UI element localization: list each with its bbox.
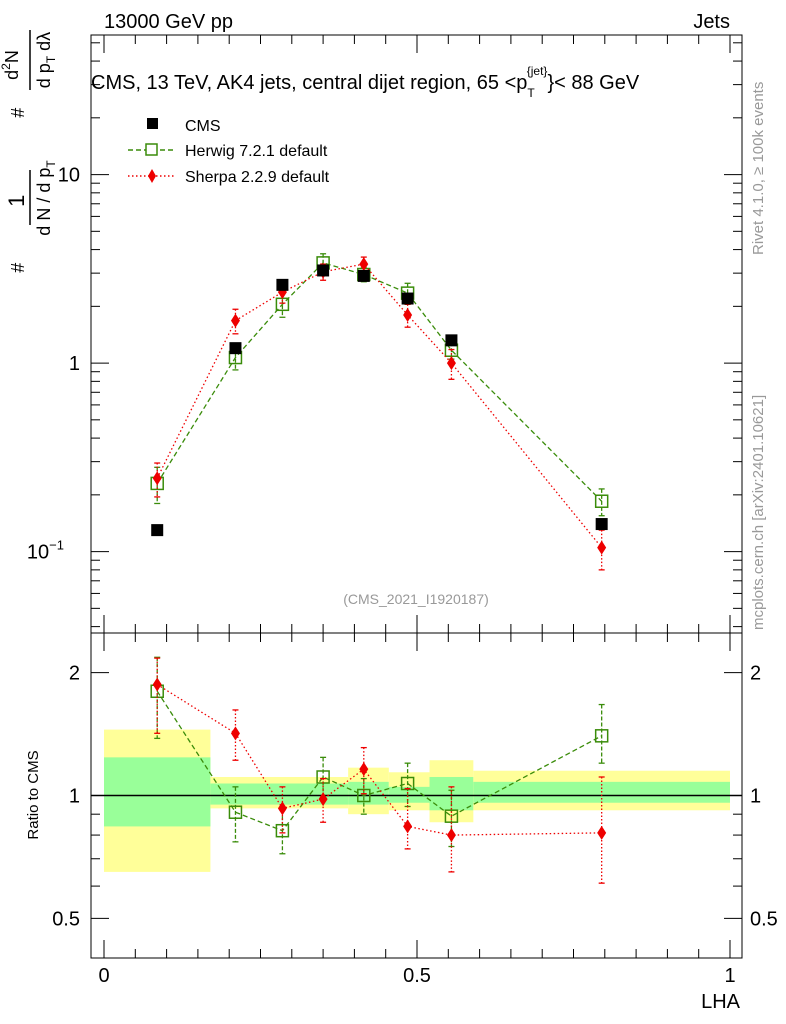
analysis-watermark: (CMS_2021_I1920187): [343, 591, 489, 607]
chart-title: CMS, 13 TeV, AK4 jets, central dijet reg…: [91, 64, 640, 100]
band-inner: [210, 783, 349, 805]
ratio-ytick-label-right: 2: [750, 663, 761, 685]
ratio-ytick-label: 1: [69, 786, 80, 808]
main-ylabel: # 1 # d2N d N / d pT d pT dλ: [0, 30, 58, 273]
xtick-label: 0: [98, 965, 109, 987]
xtick-label: 1: [724, 965, 735, 987]
legend-sherpa-label: Sherpa 2.2.9 default: [185, 169, 330, 186]
ratio-ylabel: Ratio to CMS: [25, 750, 42, 839]
legend-cms-label: CMS: [185, 118, 221, 135]
ratio-xlabel: LHA: [701, 991, 741, 1013]
sherpa-point: [446, 356, 456, 371]
cms-point: [317, 264, 330, 277]
sherpa-line: [156, 263, 603, 549]
legend-herwig-marker: [145, 143, 158, 156]
mcplots-label: mcplots.cern.ch [arXiv:2401.10621]: [750, 395, 767, 630]
rivet-label: Rivet 4.1.0, ≥ 100k events: [750, 82, 767, 255]
sherpa-point: [152, 471, 162, 486]
ratio-series: [150, 656, 609, 884]
energy-label: 13000 GeV pp: [104, 11, 233, 33]
main-ytick-label: 1: [69, 353, 80, 375]
svg-text:d pT dλ: d pT dλ: [34, 32, 58, 88]
cms-point: [229, 342, 242, 355]
herwig-ratio-point: [357, 788, 371, 803]
herwig-ratio-line: [156, 690, 602, 832]
ratio-uncertainty-bands: [91, 729, 742, 872]
sherpa-ratio-point: [403, 819, 413, 834]
cms-point: [595, 518, 608, 531]
process-label: Jets: [693, 11, 730, 33]
ratio-ytick-label-right: 1: [750, 786, 761, 808]
sherpa-point: [403, 307, 413, 322]
ratio-ytick-label-right: 0.5: [750, 908, 778, 930]
sherpa-ratio-point: [446, 828, 456, 843]
cms-point: [445, 334, 458, 347]
sherpa-point: [230, 313, 240, 328]
herwig-ratio-point: [275, 823, 290, 838]
svg-text:# 1 # d2N: # 1 # d2N: [0, 50, 29, 273]
band-inner: [104, 757, 211, 827]
herwig-ratio-point: [316, 770, 330, 784]
ratio-ytick-label: 0.5: [52, 908, 80, 930]
svg-text:d N / d pT: d N / d pT: [34, 160, 58, 236]
herwig-point: [594, 494, 609, 508]
cms-point: [151, 524, 164, 537]
cms-point: [401, 292, 414, 305]
sherpa-ratio-point: [277, 801, 287, 816]
herwig-ratio-point: [228, 805, 243, 819]
herwig-ratio-point: [594, 729, 609, 743]
sherpa-ratio-point: [597, 825, 607, 840]
main-ytick-label: 10−1: [27, 538, 64, 564]
ratio-ytick-label: 2: [69, 663, 80, 685]
axes-ticks: 10−1 1 10 0.5 0.5 1 1 2 2 0 0.5 1: [27, 35, 778, 987]
legend-cms-marker: [147, 118, 158, 129]
legend-sherpa-marker: [148, 169, 156, 183]
xtick-label: 0.5: [403, 965, 431, 987]
cms-point: [276, 278, 289, 291]
legend-herwig-label: Herwig 7.2.1 default: [185, 143, 328, 160]
sherpa-ratio-point: [152, 677, 162, 692]
herwig-line: [156, 262, 603, 502]
sherpa-ratio-point: [359, 762, 369, 777]
main-ytick-label: 10: [58, 165, 80, 187]
legend: CMS Herwig 7.2.1 default Sherpa 2.2.9 de…: [128, 118, 330, 186]
sherpa-ratio-point: [318, 792, 328, 807]
sherpa-ratio-point: [230, 726, 240, 741]
herwig-ratio-point: [400, 776, 415, 791]
main-series: [150, 253, 609, 571]
sherpa-point: [597, 540, 607, 555]
sherpa-point: [359, 257, 369, 272]
cms-point: [357, 269, 370, 282]
